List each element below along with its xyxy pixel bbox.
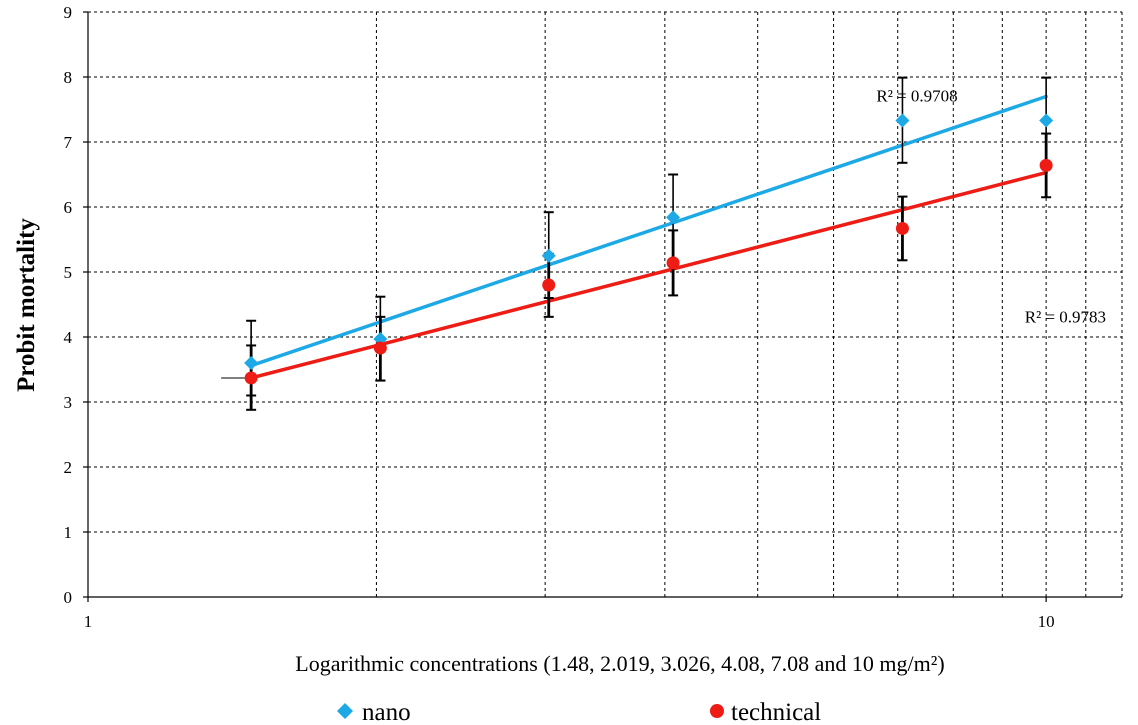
grid-layer — [88, 11, 1123, 597]
y-tick-label: 6 — [64, 198, 73, 217]
legend-label-technical: technical — [731, 699, 821, 725]
legend-marker-nano — [337, 703, 353, 719]
trendline-nano — [249, 94, 1048, 368]
legend-marker-technical — [710, 704, 724, 718]
x-tick-label: 1 — [84, 612, 93, 631]
legend: nano technical — [337, 699, 821, 725]
y-tick-label: 5 — [64, 263, 73, 282]
trendline-layer — [249, 94, 1048, 380]
data-point-technical — [542, 278, 556, 292]
y-tick-label: 8 — [64, 68, 73, 87]
r2-label-technical: R² = 0.9783 — [1025, 308, 1106, 327]
label-layer: Logarithmic concentrations (1.48, 2.019,… — [13, 87, 1106, 676]
x-tick-label: 10 — [1038, 612, 1055, 631]
data-point-technical — [1039, 158, 1053, 172]
data-point-nano — [541, 248, 556, 263]
trendline-technical — [249, 170, 1048, 380]
y-tick-label: 1 — [64, 523, 73, 542]
y-axis-label: Probit mortality — [13, 218, 40, 392]
y-tick-label: 2 — [64, 458, 73, 477]
data-point-nano — [895, 113, 910, 128]
data-point-technical — [895, 221, 909, 235]
data-point-technical — [244, 371, 258, 385]
point-layer — [244, 113, 1054, 385]
data-point-nano — [244, 356, 259, 370]
data-point-technical — [666, 256, 680, 270]
y-tick-label: 9 — [64, 3, 73, 22]
data-point-technical — [373, 341, 387, 355]
data-point-nano — [1039, 113, 1054, 128]
y-tick-label: 7 — [64, 133, 73, 152]
r2-label-nano: R² = 0.9708 — [876, 87, 957, 106]
legend-label-nano: nano — [362, 699, 411, 725]
y-tick-label: 0 — [64, 588, 73, 607]
data-point-nano — [666, 210, 681, 225]
y-tick-label: 3 — [64, 393, 73, 412]
data-point-nano — [373, 331, 388, 346]
errorbar-layer — [221, 76, 1052, 411]
y-tick-label: 4 — [64, 328, 73, 347]
x-axis-label: Logarithmic concentrations (1.48, 2.019,… — [295, 651, 944, 676]
